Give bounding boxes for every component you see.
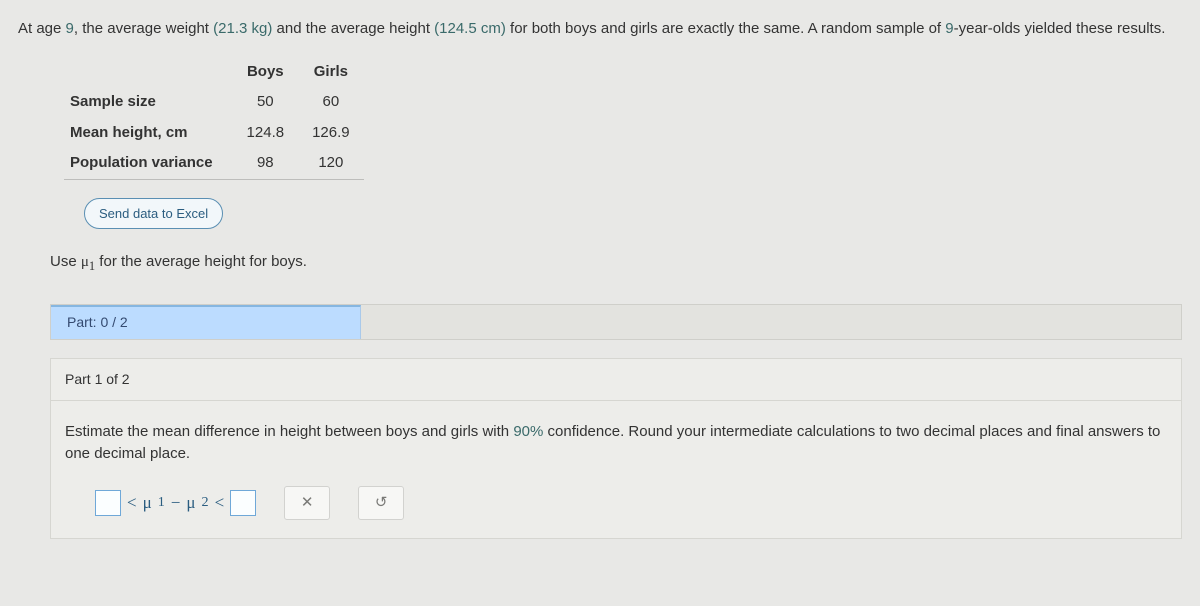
lower-bound-input[interactable]	[95, 490, 121, 516]
mu-symbol: μ	[143, 490, 152, 516]
cell-boys: 98	[233, 148, 299, 179]
part-progress-bar[interactable]: Part: 0 / 2	[50, 304, 1182, 340]
data-table: Boys Girls Sample size 50 60 Mean height…	[64, 57, 364, 180]
send-to-excel-button[interactable]: Send data to Excel	[84, 198, 223, 230]
intro-text: -year-olds yielded these results.	[954, 20, 1166, 37]
part-1-panel: Part 1 of 2 Estimate the mean difference…	[50, 358, 1182, 539]
use-text: Use	[50, 253, 81, 270]
table-header-boys: Boys	[233, 57, 299, 88]
cell-boys: 50	[233, 87, 299, 118]
part-1-header: Part 1 of 2	[51, 359, 1181, 401]
part-progress-label: Part: 0 / 2	[51, 305, 361, 339]
row-label: Mean height, cm	[64, 118, 233, 149]
lt-symbol: <	[215, 490, 225, 516]
upper-bound-input[interactable]	[230, 490, 256, 516]
intro-text: , the average weight	[74, 20, 213, 37]
prompt-text: Estimate the mean difference in height b…	[65, 423, 513, 440]
minus-symbol: −	[171, 490, 181, 516]
intro-text: At age	[18, 20, 66, 37]
cell-boys: 124.8	[233, 118, 299, 149]
clear-button[interactable]: ✕	[284, 486, 330, 520]
mu-symbol: μ	[186, 490, 195, 516]
mu-subscript: 2	[202, 492, 209, 513]
row-label: Population variance	[64, 148, 233, 179]
mu-symbol: μ	[81, 254, 89, 270]
close-icon: ✕	[301, 492, 314, 515]
intro-sample-age: 9	[945, 20, 953, 37]
intro-height: (124.5 cm)	[434, 20, 506, 37]
table-header-blank	[64, 57, 233, 88]
mu-subscript: 1	[158, 492, 165, 513]
intro-age: 9	[66, 20, 74, 37]
intro-weight: (21.3 kg)	[213, 20, 272, 37]
confidence-interval-expression: < μ1 − μ2 <	[95, 490, 256, 516]
use-mu1-note: Use μ1 for the average height for boys.	[50, 251, 1182, 276]
lt-symbol: <	[127, 490, 137, 516]
intro-text: for both boys and girls are exactly the …	[506, 20, 945, 37]
intro-text: and the average height	[272, 20, 434, 37]
cell-girls: 126.9	[298, 118, 364, 149]
question-intro: At age 9, the average weight (21.3 kg) a…	[18, 18, 1178, 41]
cell-girls: 60	[298, 87, 364, 118]
reset-icon: ↺	[375, 492, 388, 515]
use-text: for the average height for boys.	[95, 253, 307, 270]
answer-row: < μ1 − μ2 < ✕ ↺	[95, 486, 1167, 520]
part-1-prompt: Estimate the mean difference in height b…	[65, 421, 1167, 466]
cell-girls: 120	[298, 148, 364, 179]
row-label: Sample size	[64, 87, 233, 118]
reset-button[interactable]: ↺	[358, 486, 404, 520]
table-row: Population variance 98 120	[64, 148, 364, 179]
table-header-girls: Girls	[298, 57, 364, 88]
table-row: Mean height, cm 124.8 126.9	[64, 118, 364, 149]
confidence-level: 90%	[513, 423, 543, 440]
table-row: Sample size 50 60	[64, 87, 364, 118]
